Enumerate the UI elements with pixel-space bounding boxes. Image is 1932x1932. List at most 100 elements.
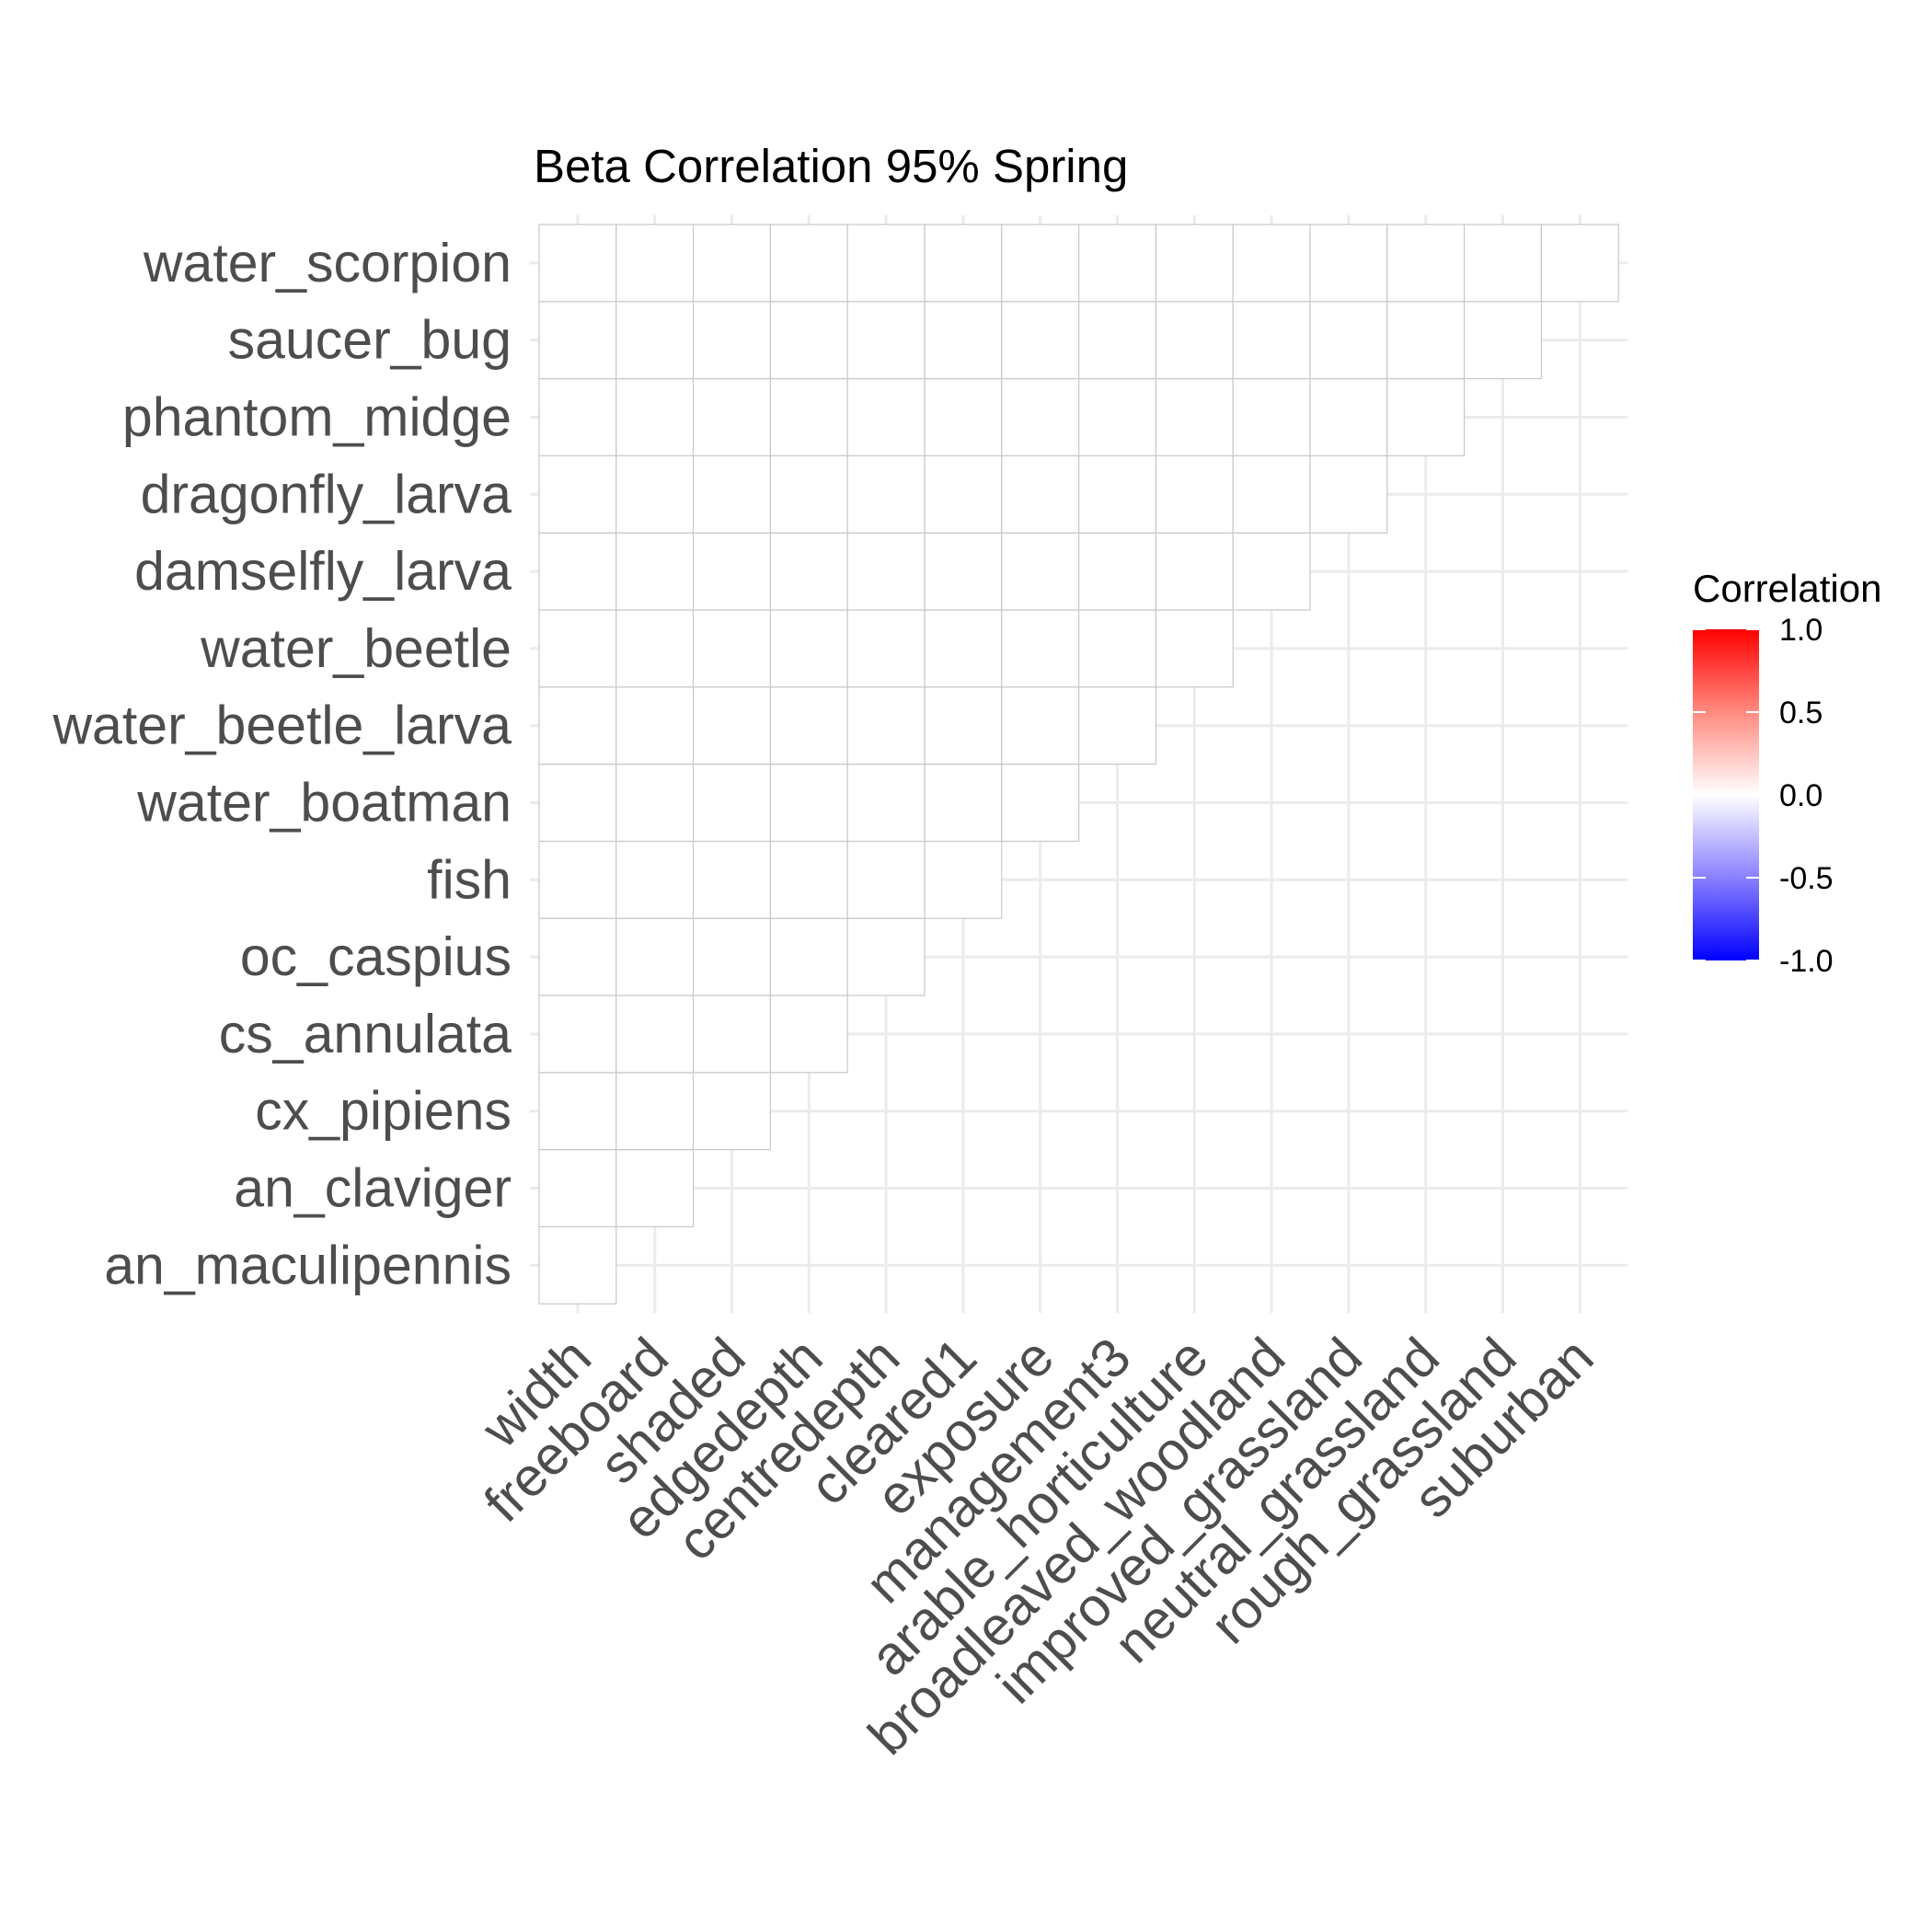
y-tick-label: fish xyxy=(427,849,512,910)
heatmap-cell xyxy=(1155,609,1234,688)
heatmap-cell xyxy=(615,686,695,765)
heatmap-cell xyxy=(924,224,1003,303)
heatmap-cell xyxy=(924,763,1003,842)
heatmap-cell xyxy=(846,686,926,765)
heatmap-cell xyxy=(1001,454,1080,534)
heatmap-cell xyxy=(924,378,1003,457)
heatmap-cell xyxy=(1077,301,1156,380)
heatmap-cell xyxy=(615,917,695,996)
heatmap-cell xyxy=(769,763,848,842)
y-tick-label: an_maculipennis xyxy=(104,1235,512,1295)
heatmap-cell xyxy=(769,686,848,765)
heatmap-cell xyxy=(692,763,771,842)
legend-label: -1.0 xyxy=(1779,944,1834,979)
y-tick-label: dragonfly_larva xyxy=(141,464,512,524)
chart-title: Beta Correlation 95% Spring xyxy=(534,140,1128,192)
heatmap-cell xyxy=(615,609,695,688)
heatmap-cell xyxy=(846,224,926,303)
heatmap-cell xyxy=(615,301,695,380)
heatmap-cell xyxy=(1155,378,1234,457)
heatmap-cell xyxy=(615,840,695,919)
y-tick-label: water_boatman xyxy=(136,773,512,834)
heatmap-cell xyxy=(1386,224,1466,303)
heatmap-cell xyxy=(1155,454,1234,534)
heatmap-cell xyxy=(538,1072,617,1151)
heatmap-cell xyxy=(692,1072,771,1151)
heatmap-cell xyxy=(692,224,771,303)
heatmap-cell xyxy=(769,454,848,534)
heatmap-cell xyxy=(924,840,1003,919)
heatmap-cell xyxy=(1001,763,1080,842)
heatmap-cell xyxy=(692,995,771,1074)
heatmap-cell xyxy=(1309,454,1388,534)
heatmap-cell xyxy=(1077,686,1156,765)
heatmap-cell xyxy=(1232,532,1311,611)
y-axis-ticks: an_maculipennis an_claviger cx_pipiens cs_a… xyxy=(52,233,512,1295)
heatmap-cell xyxy=(1309,378,1388,457)
heatmap-cell xyxy=(615,532,695,611)
heatmap-cells xyxy=(538,224,1619,1305)
heatmap-cell xyxy=(846,532,926,611)
heatmap-cell xyxy=(769,840,848,919)
heatmap-cell xyxy=(1232,224,1311,303)
heatmap-cell xyxy=(846,840,926,919)
legend-label: 0.5 xyxy=(1779,696,1823,730)
heatmap-cell xyxy=(769,224,848,303)
heatmap-cell xyxy=(538,609,617,688)
heatmap-cell xyxy=(846,301,926,380)
heatmap-cell xyxy=(615,454,695,534)
heatmap-cell xyxy=(615,1148,695,1227)
heatmap-cell xyxy=(769,609,848,688)
heatmap-cell xyxy=(538,532,617,611)
heatmap-cell xyxy=(538,763,617,842)
heatmap-cell xyxy=(538,1225,617,1305)
y-tick-label: water_beetle xyxy=(200,618,512,679)
heatmap-cell xyxy=(1309,301,1388,380)
heatmap-cell xyxy=(846,917,926,996)
y-tick-label: saucer_bug xyxy=(228,310,512,371)
heatmap-cell xyxy=(692,840,771,919)
heatmap-cell xyxy=(1232,454,1311,534)
heatmap-cell xyxy=(615,1072,695,1151)
heatmap-cell xyxy=(846,763,926,842)
heatmap-cell xyxy=(615,378,695,457)
heatmap-cell xyxy=(1386,378,1466,457)
heatmap-cell xyxy=(1077,378,1156,457)
heatmap-cell xyxy=(1077,454,1156,534)
heatmap-cell xyxy=(1309,224,1388,303)
heatmap-cell xyxy=(1155,532,1234,611)
y-tick-label: phantom_midge xyxy=(122,387,512,448)
y-tick-label: water_scorpion xyxy=(143,233,512,293)
heatmap-cell xyxy=(538,840,617,919)
heatmap-cell xyxy=(692,454,771,534)
heatmap-cell xyxy=(1463,301,1542,380)
heatmap-cell xyxy=(1232,378,1311,457)
heatmap-cell xyxy=(1077,609,1156,688)
heatmap-cell xyxy=(924,686,1003,765)
heatmap-cell xyxy=(538,995,617,1074)
heatmap-cell xyxy=(538,224,617,303)
y-tick-label: oc_caspius xyxy=(240,926,512,987)
heatmap-cell xyxy=(1001,609,1080,688)
heatmap-cell xyxy=(846,454,926,534)
heatmap-cell xyxy=(1155,224,1234,303)
heatmap-cell xyxy=(1001,224,1080,303)
y-tick-label: cs_annulata xyxy=(219,1004,512,1064)
heatmap-cell xyxy=(615,763,695,842)
y-tick-label: an_claviger xyxy=(234,1158,512,1219)
heatmap-cell xyxy=(692,378,771,457)
heatmap-cell xyxy=(1001,686,1080,765)
heatmap-cell xyxy=(1155,301,1234,380)
y-tick-label: cx_pipiens xyxy=(255,1081,512,1142)
heatmap-cell xyxy=(769,995,848,1074)
heatmap-cell xyxy=(692,917,771,996)
heatmap-cell xyxy=(692,301,771,380)
heatmap-cell xyxy=(538,917,617,996)
heatmap-cell xyxy=(846,609,926,688)
x-axis-ticks: widthfreeboardshadededgedepthcentredepth… xyxy=(469,1327,1604,1766)
heatmap-cell xyxy=(1077,224,1156,303)
legend-label: 0.0 xyxy=(1779,778,1823,813)
heatmap-cell xyxy=(538,1148,617,1227)
heatmap-cell xyxy=(1232,301,1311,380)
